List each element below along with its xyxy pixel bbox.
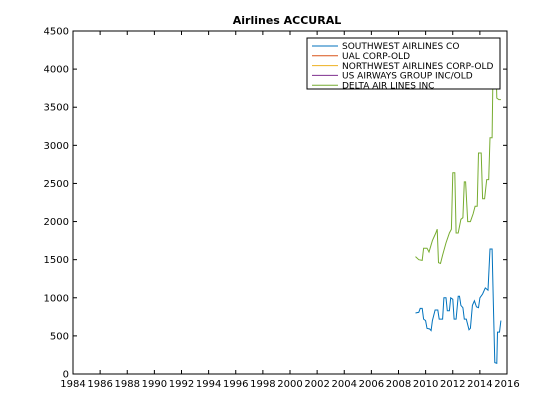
y-tick-label: 1000 <box>44 293 69 304</box>
x-tick-label: 1984 <box>60 379 85 390</box>
x-tick-label: 2008 <box>386 379 411 390</box>
chart-title: Airlines ACCURAL <box>233 14 342 27</box>
legend-entry-2: UAL CORP-OLD <box>342 52 410 62</box>
x-tick-label: 1996 <box>223 379 248 390</box>
legend-entry-5: DELTA AIR LINES INC <box>342 81 434 91</box>
x-tick-label: 1990 <box>142 379 167 390</box>
x-tick-label: 2004 <box>332 379 357 390</box>
y-tick-label: 4000 <box>44 65 69 76</box>
x-tick-label: 2006 <box>359 379 384 390</box>
x-tick-label: 1994 <box>196 379 221 390</box>
y-tick-label: 3000 <box>44 141 69 152</box>
series-line-1 <box>416 249 501 363</box>
x-tick-label: 2002 <box>304 379 329 390</box>
x-tick-label: 2014 <box>467 379 492 390</box>
x-tick-label: 1998 <box>250 379 275 390</box>
y-tick-label: 4500 <box>44 27 69 38</box>
y-tick-label: 2500 <box>44 179 69 190</box>
y-tick-label: 2000 <box>44 217 69 228</box>
legend-entry-1: SOUTHWEST AIRLINES CO <box>342 42 459 52</box>
y-tick-label: 0 <box>63 370 69 381</box>
y-tick-label: 1500 <box>44 255 69 266</box>
legend-entry-4: US AIRWAYS GROUP INC/OLD <box>342 72 473 82</box>
x-tick-label: 2012 <box>440 379 465 390</box>
x-tick-label: 1992 <box>169 379 194 390</box>
x-tick-label: 2000 <box>277 379 302 390</box>
x-tick-label: 2016 <box>494 379 519 390</box>
x-tick-label: 1988 <box>115 379 140 390</box>
legend-entry-3: NORTHWEST AIRLINES CORP-OLD <box>342 62 494 72</box>
y-tick-label: 500 <box>50 331 69 342</box>
y-tick-label: 3500 <box>44 103 69 114</box>
x-tick-label: 1986 <box>87 379 112 390</box>
x-tick-label: 2010 <box>413 379 438 390</box>
